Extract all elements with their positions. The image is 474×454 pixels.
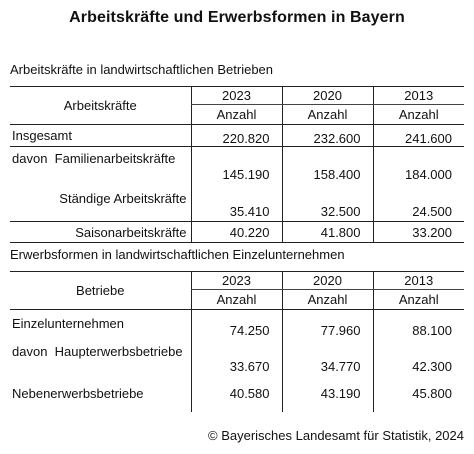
row-label: Ständige Arbeitskräfte <box>10 183 191 222</box>
table-row: Nebenerwerbsbetriebe 40.580 43.190 45.80… <box>10 375 464 412</box>
row-label: Haupterwerbsbetriebe <box>54 343 183 359</box>
copyright-footer: © Bayerisches Landesamt für Statistik, 2… <box>208 428 464 443</box>
cell-value: 40.220 <box>190 221 282 243</box>
cell-value: 34.770 <box>281 337 373 376</box>
cell-value: 24.500 <box>372 183 464 222</box>
cell-value: 45.800 <box>372 375 464 412</box>
cell-value: 33.200 <box>372 221 464 243</box>
cell-value: 158.400 <box>281 146 373 184</box>
cell-value: 145.190 <box>190 146 282 184</box>
section1-subtitle: Arbeitskräfte in landwirtschaftlichen Be… <box>10 62 274 77</box>
row-prefix: davon <box>12 151 48 166</box>
row-label: Saisonarbeitskräfte <box>10 221 191 243</box>
row-prefix: davon <box>12 343 48 359</box>
cell-value: 74.250 <box>190 309 282 338</box>
table-row: Insgesamt 220.820 232.600 241.600 <box>10 124 464 147</box>
row-label: Insgesamt <box>10 124 191 147</box>
cell-value: 41.800 <box>281 221 373 243</box>
cell-value: 241.600 <box>372 124 464 147</box>
section1-table: Arbeitskräfte 2023 2020 2013 Anzahl Anza… <box>10 86 464 243</box>
table-row: Saisonarbeitskräfte 40.220 41.800 33.200 <box>10 221 464 243</box>
cell-value: 35.410 <box>190 183 282 222</box>
section2-year-2013: 2013 <box>372 271 464 290</box>
section2-unit-2020: Anzahl <box>281 289 373 310</box>
cell-value: 42.300 <box>372 337 464 376</box>
table-row: davon Familienarbeitskräfte 145.190 158.… <box>10 146 464 184</box>
cell-value: 32.500 <box>281 183 373 222</box>
section2-table: Betriebe 2023 2020 2013 Anzahl Anzahl An… <box>10 271 464 412</box>
row-label: Familienarbeitskräfte <box>54 151 176 166</box>
section1-year-2013: 2013 <box>372 86 464 105</box>
section2-subtitle: Erwerbsformen in landwirtschaftlichen Ei… <box>10 247 345 262</box>
row-label: Einzelunternehmen <box>12 316 125 331</box>
section2-unit-2013: Anzahl <box>372 289 464 310</box>
cell-value: 232.600 <box>281 124 373 147</box>
section1-unit-2023: Anzahl <box>190 104 282 125</box>
cell-value: 88.100 <box>372 309 464 338</box>
section2-header-label: Betriebe <box>10 271 191 310</box>
cell-value: 43.190 <box>281 375 373 412</box>
section1-year-2020: 2020 <box>281 86 373 105</box>
section1-unit-2020: Anzahl <box>281 104 373 125</box>
section1-header-label: Arbeitskräfte <box>10 86 191 125</box>
section2-year-2020: 2020 <box>281 271 373 290</box>
page-title: Arbeitskräfte und Erwerbsformen in Bayer… <box>69 9 405 26</box>
cell-value: 33.670 <box>190 337 282 376</box>
section1-unit-2013: Anzahl <box>372 104 464 125</box>
cell-value: 40.580 <box>190 375 282 412</box>
cell-value: 77.960 <box>281 309 373 338</box>
table-row: Ständige Arbeitskräfte 35.410 32.500 24.… <box>10 183 464 222</box>
table-row: davon Haupterwerbsbetriebe 33.670 34.770… <box>10 337 464 376</box>
table-row: Einzelunternehmen 74.250 77.960 88.100 <box>10 309 464 338</box>
section2-year-2023: 2023 <box>190 271 282 290</box>
section1-year-2023: 2023 <box>190 86 282 105</box>
section2-unit-2023: Anzahl <box>190 289 282 310</box>
cell-value: 220.820 <box>190 124 282 147</box>
row-label: Nebenerwerbsbetriebe <box>12 386 144 401</box>
cell-value: 184.000 <box>372 146 464 184</box>
